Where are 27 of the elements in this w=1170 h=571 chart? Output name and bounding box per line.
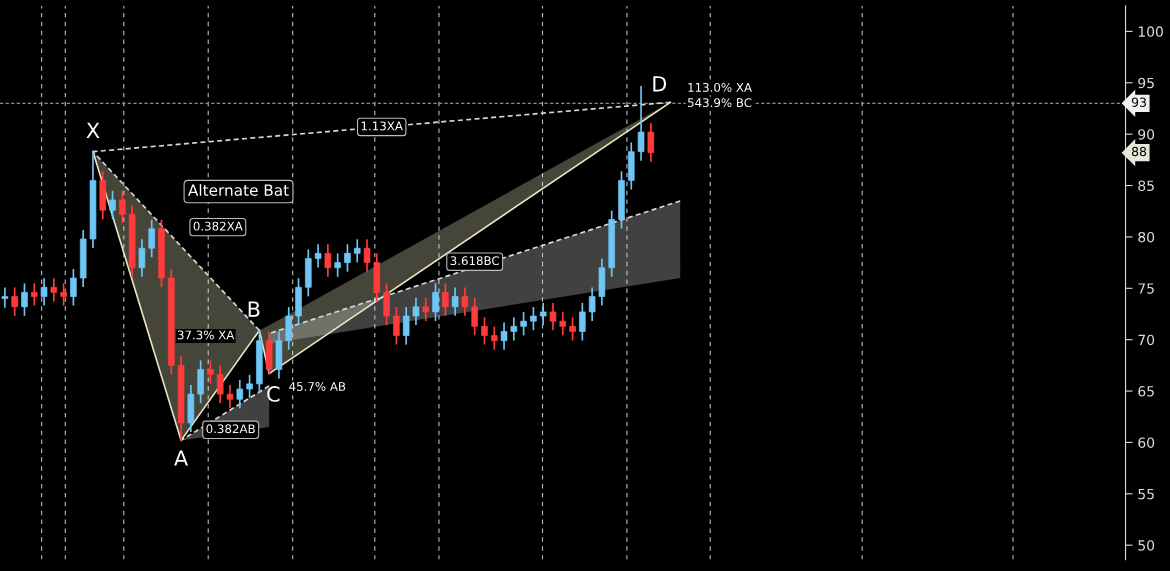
y-tick-label: 60 — [1138, 437, 1155, 448]
y-tick-label: 50 — [1138, 540, 1155, 551]
annotation: A — [174, 450, 189, 466]
y-tick-label: 80 — [1138, 231, 1155, 243]
annotation: Alternate Bat — [188, 184, 289, 196]
annotation: 45.7% AB — [289, 381, 346, 391]
annotation: 543.9% BC — [688, 98, 752, 108]
ref-line-label: 93 — [1131, 97, 1146, 107]
annotation: 0.382AB — [206, 424, 255, 434]
annotation: C — [267, 386, 280, 402]
annotation: 37.3% XA — [177, 330, 235, 340]
annotation: X — [86, 122, 100, 138]
annotation: B — [248, 301, 260, 317]
y-tick-label: 85 — [1138, 180, 1154, 192]
y-tick-label: 65 — [1138, 386, 1154, 397]
annotation: 113.0% XA — [688, 82, 752, 92]
annotation: D — [653, 76, 667, 92]
annotation: 3.618BC — [450, 256, 500, 266]
y-tick-label: 95 — [1138, 77, 1154, 89]
y-tick-label: 100 — [1138, 26, 1163, 37]
y-tick-label: 75 — [1138, 283, 1154, 294]
annotation: 1.13XA — [361, 121, 403, 131]
text: 88 — [1131, 146, 1147, 157]
y-tick-label: 55 — [1138, 488, 1154, 500]
y-tick-label: 70 — [1138, 334, 1155, 346]
y-tick-label: 90 — [1138, 129, 1155, 140]
annotation: 0.382XA — [193, 221, 243, 231]
